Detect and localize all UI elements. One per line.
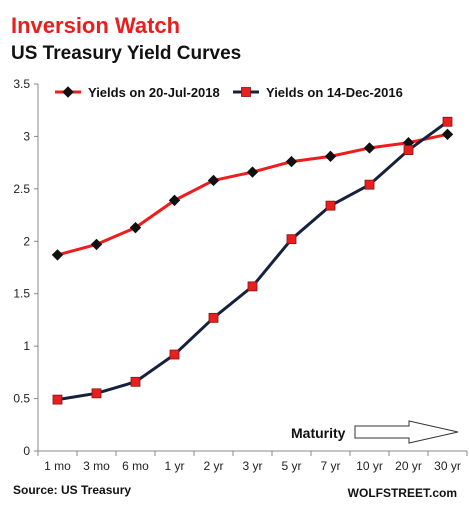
- x-tick-label: 30 yr: [434, 459, 461, 473]
- x-tick-label: 5 yr: [281, 459, 301, 473]
- legend: Yields on 20-Jul-2018 Yields on 14-Dec-20…: [55, 85, 403, 100]
- data-point: [91, 388, 102, 399]
- data-point: [363, 142, 376, 154]
- source-text: Source: US Treasury: [13, 483, 131, 497]
- data-point: [52, 394, 63, 405]
- maturity-label: Maturity: [291, 425, 346, 441]
- series: [52, 116, 453, 405]
- maturity-arrow-icon: [354, 420, 459, 444]
- y-tick-label: 1.5: [13, 287, 30, 301]
- data-point: [169, 349, 180, 360]
- x-tick-label: 3 mo: [83, 459, 110, 473]
- y-tick-label: 0.5: [13, 392, 30, 406]
- x-tick-label: 20 yr: [395, 459, 422, 473]
- data-point: [62, 86, 74, 98]
- data-point: [442, 116, 453, 127]
- y-axis: 0 0.5 1 1.5 2 2.5 3 3.5: [13, 77, 39, 458]
- y-tick-label: 0: [23, 444, 30, 458]
- data-point: [129, 221, 142, 234]
- series-line: [57, 120, 449, 402]
- x-tick-label: 6 mo: [122, 459, 149, 473]
- legend-item: Yields on 20-Jul-2018: [55, 85, 220, 100]
- legend-item: Yields on 14-Dec-2016: [233, 85, 403, 100]
- x-axis: 1 mo 3 mo 6 mo 1 yr 2 yr 3 yr 5 yr 7 yr 10 yr 20 …: [37, 450, 468, 473]
- data-point: [285, 155, 298, 168]
- chart-subtitle: US Treasury Yield Curves: [11, 43, 241, 64]
- data-point: [286, 234, 297, 245]
- data-point: [247, 281, 258, 292]
- chart-title: Inversion Watch: [11, 13, 180, 38]
- data-point: [51, 249, 64, 261]
- data-point: [403, 145, 414, 155]
- x-tick-label: 1 yr: [164, 459, 184, 473]
- y-tick-label: 3: [23, 129, 30, 143]
- y-tick-label: 3.5: [13, 77, 30, 91]
- series: [51, 128, 454, 261]
- y-tick-label: 1: [23, 339, 30, 353]
- data-point: [246, 166, 259, 178]
- series-line: [57, 132, 448, 257]
- maturity-annotation: Maturity: [291, 420, 459, 444]
- y-tick-label: 2: [23, 234, 30, 248]
- data-point: [168, 194, 181, 207]
- x-tick-label: 1 mo: [44, 459, 71, 473]
- data-point: [325, 200, 336, 211]
- data-point: [208, 312, 219, 323]
- y-tick-label: 2.5: [13, 182, 30, 196]
- legend-label: Yields on 14-Dec-2016: [266, 85, 403, 100]
- legend-label: Yields on 20-Jul-2018: [88, 85, 220, 100]
- data-point: [364, 179, 375, 190]
- data-point: [90, 238, 103, 251]
- series-layer: [51, 116, 454, 405]
- data-point: [241, 87, 251, 97]
- x-tick-label: 2 yr: [203, 459, 223, 473]
- x-tick-label: 10 yr: [356, 459, 383, 473]
- data-point: [130, 376, 141, 387]
- x-tick-label: 3 yr: [242, 459, 262, 473]
- data-point: [207, 174, 220, 187]
- credit-text: WOLFSTREET.com: [348, 486, 457, 500]
- x-tick-label: 7 yr: [320, 459, 340, 473]
- data-point: [324, 150, 337, 163]
- data-point: [441, 128, 454, 141]
